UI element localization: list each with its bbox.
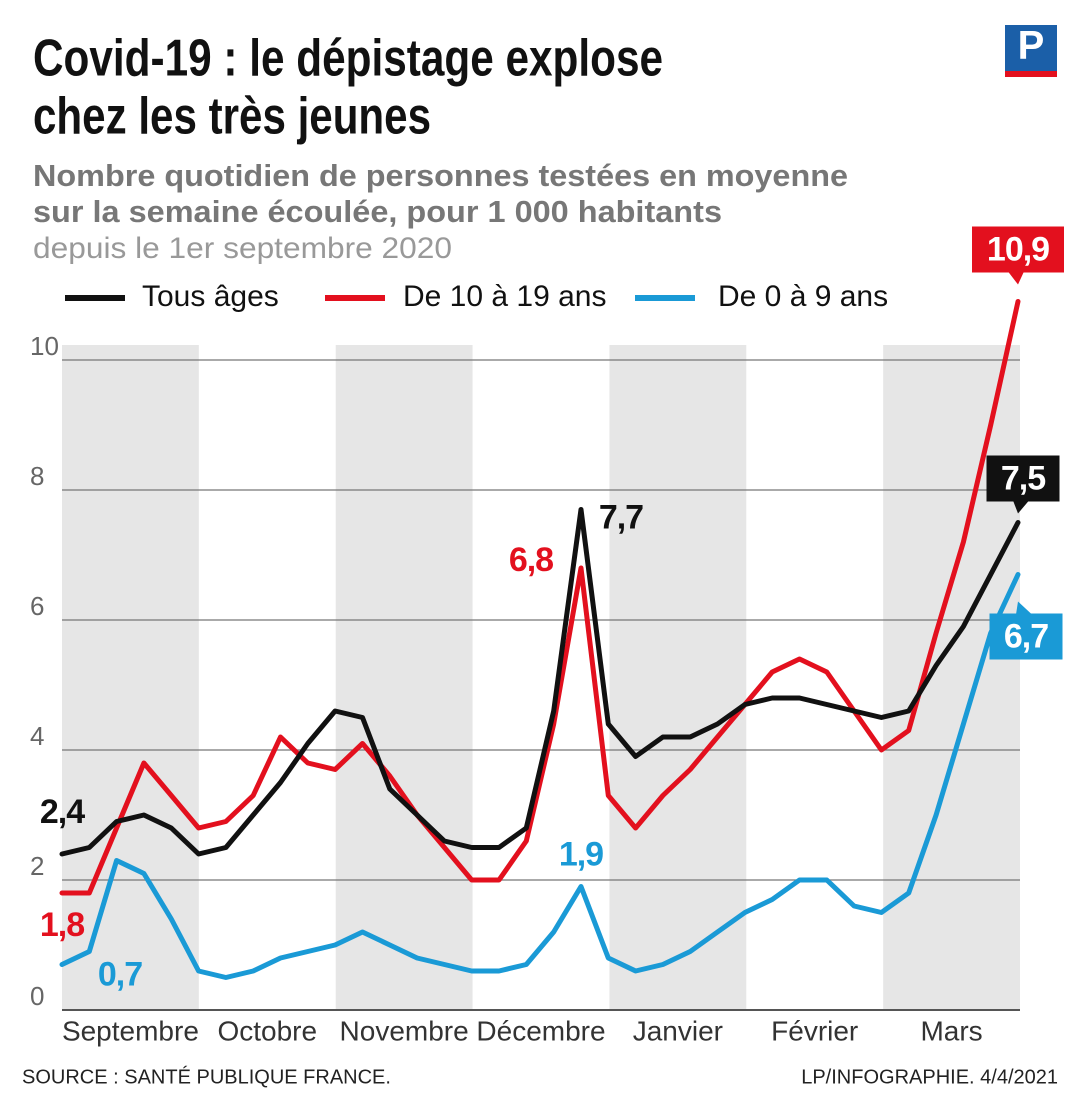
- chart-title: chez les très jeunes: [33, 88, 431, 146]
- x-tick-label: Février: [771, 1015, 858, 1046]
- month-band: [335, 345, 473, 1010]
- logo-box: [1005, 25, 1057, 77]
- x-tick-label: Novembre: [340, 1015, 469, 1046]
- label-pointer: [1016, 601, 1032, 615]
- subtitle: Nombre quotidien de personnes testées en…: [33, 158, 848, 193]
- data-label: 10,9: [987, 230, 1049, 268]
- y-tick-label: 4: [30, 721, 44, 751]
- label-box: [989, 613, 1063, 660]
- month-band: [609, 345, 747, 1010]
- data-label: 7,7: [599, 498, 643, 536]
- series-line: [59, 299, 1021, 896]
- data-label: 1,8: [40, 906, 84, 944]
- y-tick-label: 0: [30, 981, 44, 1011]
- data-label: 2,4: [40, 793, 85, 831]
- data-label: 6,7: [1004, 617, 1048, 655]
- series-line: [59, 507, 1021, 857]
- note: depuis le 1er septembre 2020: [33, 232, 452, 265]
- month-band: [883, 345, 1020, 1010]
- legend-label: Tous âges: [142, 280, 279, 313]
- x-tick-label: Mars: [920, 1015, 982, 1046]
- label-pointer: [1008, 271, 1024, 285]
- legend-label: De 0 à 9 ans: [718, 280, 888, 313]
- x-tick-label: Octobre: [217, 1015, 317, 1046]
- month-band: [62, 345, 199, 1010]
- data-label: 1,9: [559, 835, 603, 873]
- data-label: 6,8: [509, 541, 553, 579]
- data-label: 0,7: [98, 955, 142, 993]
- logo-stripe: [1005, 71, 1057, 77]
- label-pointer: [1013, 500, 1029, 514]
- chart-title: Covid-19 : le dépistage explose: [33, 30, 663, 88]
- label-box: [972, 226, 1064, 273]
- credit: LP/INFOGRAPHIE. 4/4/2021: [801, 1066, 1058, 1088]
- x-tick-label: Décembre: [476, 1015, 605, 1046]
- x-tick-label: Janvier: [633, 1015, 723, 1046]
- y-tick-label: 2: [30, 851, 44, 881]
- x-tick-label: Septembre: [62, 1015, 199, 1046]
- source: SOURCE : SANTÉ PUBLIQUE FRANCE.: [22, 1065, 391, 1088]
- series-line: [59, 572, 1021, 980]
- legend-label: De 10 à 19 ans: [403, 280, 606, 313]
- subtitle: sur la semaine écoulée, pour 1 000 habit…: [33, 194, 722, 229]
- label-box: [986, 455, 1060, 502]
- y-tick-label: 8: [30, 461, 44, 491]
- y-tick-label: 10: [30, 331, 59, 361]
- data-label: 7,5: [1001, 459, 1045, 497]
- logo: P: [1018, 24, 1045, 68]
- y-tick-label: 6: [30, 591, 44, 621]
